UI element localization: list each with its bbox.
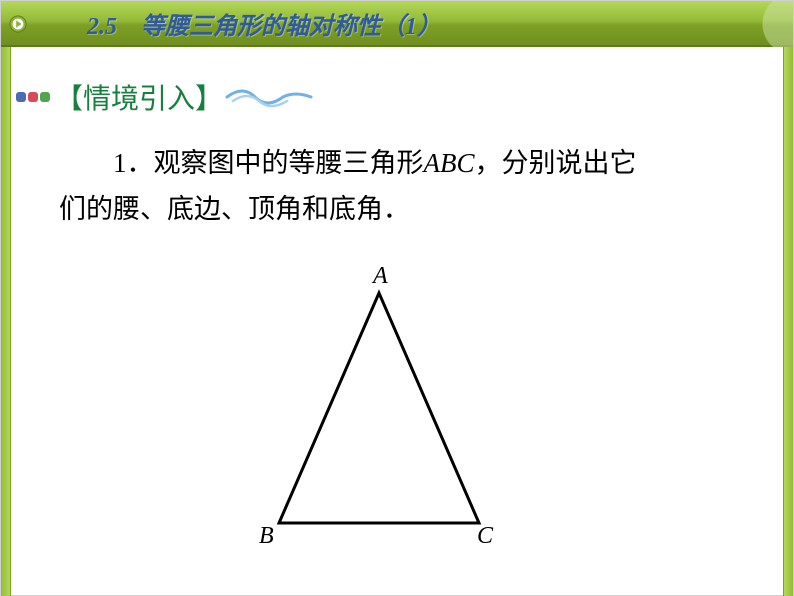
- left-border-stripe: [1, 47, 11, 596]
- section-heading-row: 【情境引入】: [15, 77, 315, 117]
- vertex-label-a: A: [373, 263, 388, 290]
- header-bar: 2.5 等腰三角形的轴对称性（1）: [1, 1, 793, 47]
- slide-title: 2.5 等腰三角形的轴对称性（1）: [87, 6, 441, 41]
- triangle-figure: A B C: [229, 273, 529, 563]
- header-decoration: [713, 1, 793, 47]
- pill-bullet-icon: [15, 87, 51, 107]
- swirl-decoration-icon: [225, 83, 315, 111]
- slide: 2.5 等腰三角形的轴对称性（1） 【情境引入】 1．观察图中的等腰三角形ABC…: [0, 0, 794, 596]
- triangle-name: ABC: [424, 148, 475, 178]
- body-text-1: 观察图中的等腰三角形: [154, 148, 424, 178]
- section-heading: 【情境引入】: [55, 77, 223, 117]
- triangle-svg: [229, 273, 529, 563]
- right-border-stripe: [783, 47, 793, 596]
- body-text-2: ，分别说出它: [475, 148, 637, 178]
- play-bullet-icon: [9, 15, 27, 33]
- item-number: 1．: [113, 148, 154, 178]
- vertex-label-b: B: [259, 523, 274, 550]
- vertex-label-c: C: [477, 523, 493, 550]
- body-text-3: 们的腰、底边、顶角和底角．: [59, 194, 410, 224]
- body-paragraph: 1．观察图中的等腰三角形ABC，分别说出它们的腰、底边、顶角和底角．: [59, 141, 699, 233]
